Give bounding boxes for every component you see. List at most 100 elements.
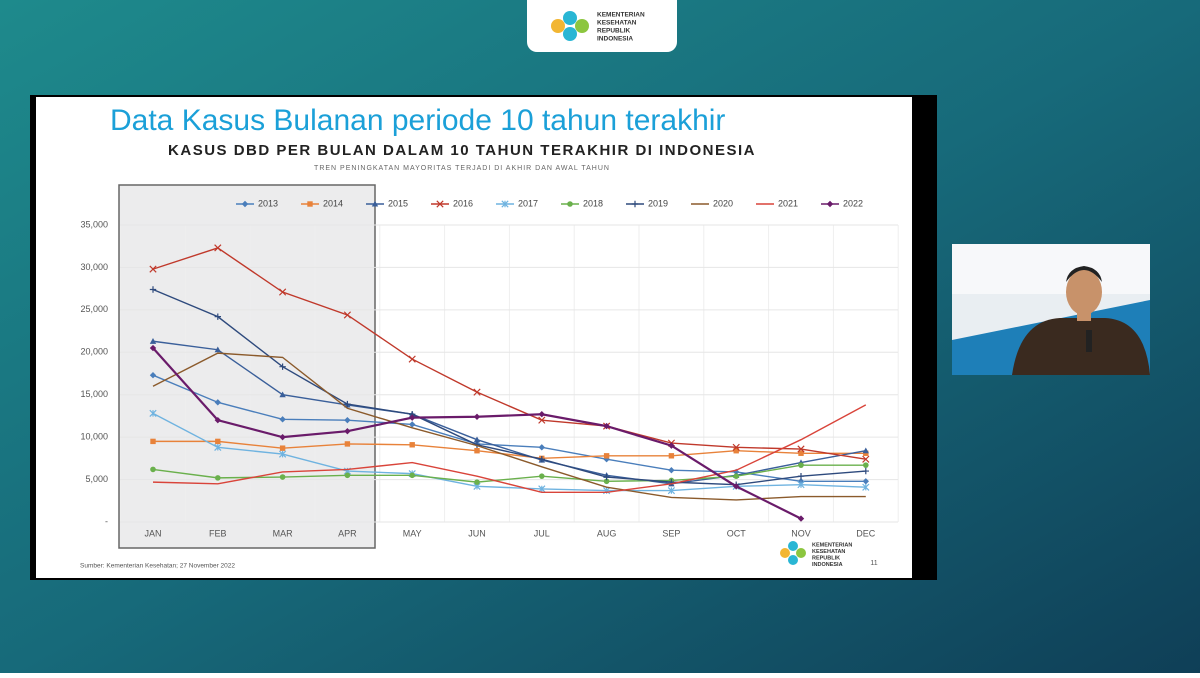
y-tick-label: 15,000: [80, 389, 108, 399]
series-line: [153, 440, 866, 460]
legend-label: 2020: [713, 198, 733, 208]
marker: [408, 355, 416, 363]
marker: [473, 436, 481, 443]
marker: [797, 445, 805, 453]
x-tick-label: SEP: [662, 528, 680, 538]
legend-label: 2013: [258, 198, 278, 208]
marker: [214, 313, 221, 320]
marker: [344, 416, 351, 424]
logo-icon: [551, 11, 589, 41]
marker: [862, 447, 869, 454]
marker: [797, 472, 805, 480]
logo-text: REPUBLIK: [597, 28, 631, 35]
marker: [409, 414, 416, 421]
marker: [279, 391, 286, 398]
marker: [798, 450, 804, 456]
marker: [149, 409, 157, 418]
legend-label: 2018: [583, 198, 603, 208]
legend-label: 2021: [778, 198, 798, 208]
marker: [826, 200, 834, 208]
marker: [241, 200, 249, 208]
y-tick-label: 5,000: [85, 474, 108, 484]
x-tick-label: MAY: [403, 528, 422, 538]
marker: [733, 468, 740, 476]
x-tick-label: MAR: [273, 528, 294, 538]
legend-label: 2015: [388, 198, 408, 208]
marker: [538, 456, 545, 463]
series-line: [152, 288, 866, 486]
marker: [279, 474, 286, 480]
series-line: [152, 464, 866, 483]
marker: [603, 453, 610, 459]
marker: [603, 422, 610, 430]
chart-title: KASUS DBD PER BULAN DALAM 10 TAHUN TERAK…: [168, 142, 756, 159]
logo-text: KESEHATAN: [597, 20, 637, 27]
marker: [862, 483, 870, 491]
marker: [797, 481, 805, 489]
marker: [149, 265, 157, 273]
logo-text: KESEHATAN: [812, 549, 845, 555]
x-tick-label: JUL: [534, 528, 550, 538]
marker: [278, 450, 287, 458]
marker: [409, 421, 416, 428]
marker: [279, 363, 286, 370]
marker: [214, 346, 221, 353]
chart: - 5,000 10,000 15,000 20,000 25,000 30,000 35,0…: [80, 198, 899, 538]
marker: [214, 443, 222, 451]
marker: [344, 441, 351, 447]
marker: [409, 472, 416, 479]
y-tick-label: -: [105, 516, 108, 526]
marker: [733, 473, 739, 479]
x-tick-label: JAN: [144, 528, 161, 538]
marker: [501, 200, 509, 208]
marker: [668, 453, 675, 459]
marker: [539, 473, 545, 479]
x-tick-label: AUG: [597, 528, 617, 538]
logo-text: REPUBLIK: [812, 555, 840, 561]
marker: [436, 200, 444, 208]
marker: [473, 388, 481, 396]
x-tick-label: DEC: [856, 528, 876, 538]
marker: [797, 515, 805, 522]
x-tick-label: JUN: [468, 528, 486, 538]
marker: [343, 311, 352, 319]
y-tick-label: 35,000: [80, 219, 108, 229]
marker: [214, 416, 221, 424]
slide-logo-icon: [780, 541, 806, 565]
slide-heading: Data Kasus Bulanan periode 10 tahun tera…: [110, 104, 725, 137]
logo-text: INDONESIA: [812, 562, 843, 568]
marker: [214, 244, 222, 252]
marker: [603, 473, 610, 481]
marker: [863, 462, 869, 468]
page-number: 11: [870, 560, 877, 567]
marker: [567, 201, 573, 207]
marker: [862, 478, 869, 485]
marker: [538, 411, 545, 418]
marker: [149, 338, 157, 344]
marker: [409, 442, 415, 448]
marker: [215, 438, 221, 445]
marker: [371, 200, 379, 207]
legend-label: 2014: [323, 198, 343, 208]
video-thumbnail: [952, 244, 1150, 375]
source-note: Sumber: Kementerian Kesehatan; 27 Novemb…: [80, 563, 235, 570]
logo-text: KEMENTERIAN: [597, 12, 645, 19]
marker: [474, 479, 480, 485]
legend-label: 2019: [648, 198, 668, 208]
legend-label: 2022: [843, 198, 863, 208]
logo-tab: [527, 0, 677, 52]
marker: [538, 416, 546, 424]
marker: [215, 475, 221, 481]
marker: [307, 201, 313, 207]
x-tick-label: OCT: [727, 528, 747, 538]
y-tick-label: 30,000: [80, 262, 108, 272]
legend-label: 2016: [453, 198, 473, 208]
marker: [344, 472, 351, 479]
marker: [538, 485, 546, 493]
marker: [538, 444, 545, 451]
marker: [279, 433, 286, 441]
series-line: [152, 352, 866, 501]
marker: [667, 486, 676, 495]
